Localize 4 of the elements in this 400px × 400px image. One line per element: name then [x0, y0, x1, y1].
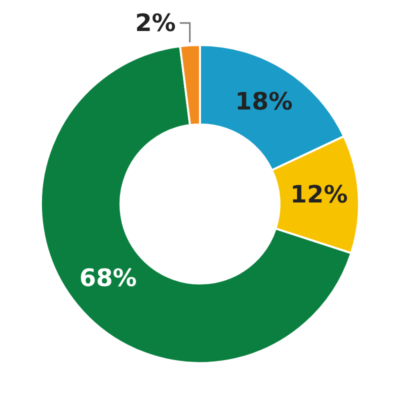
data-label: 68%	[79, 264, 137, 292]
data-label: 12%	[290, 180, 348, 209]
data-label: 18%	[235, 88, 293, 116]
data-label: 2%	[135, 9, 176, 38]
